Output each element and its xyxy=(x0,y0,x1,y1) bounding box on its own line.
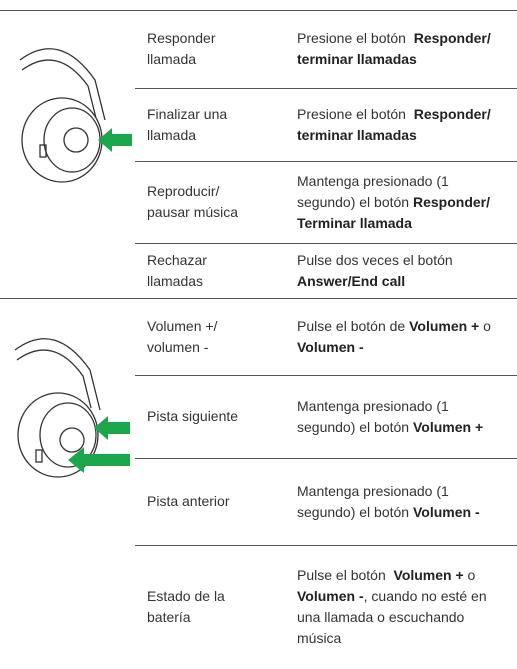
action-text: Reproducir/ xyxy=(147,183,220,199)
divider xyxy=(135,88,517,89)
description-line: Pulse el botón de Volumen + o xyxy=(297,316,512,337)
description-line: música xyxy=(297,628,512,649)
action-text: Estado de la xyxy=(147,588,225,604)
description-cell: Mantenga presionado (1 segundo) el botón … xyxy=(297,161,512,243)
description-line: Answer/End call xyxy=(297,271,512,292)
description-line: Pulse el botón Volumen + o xyxy=(297,565,512,586)
description-text: o xyxy=(463,567,476,583)
description-line: Volumen -, cuando no esté en xyxy=(297,586,512,607)
description-text: Presione el botón xyxy=(297,30,414,46)
action-cell: Pista siguiente xyxy=(147,375,287,458)
action-text: llamadas xyxy=(147,272,204,289)
illustrations xyxy=(14,48,132,478)
description-line: Volumen - xyxy=(297,337,512,358)
action-text: pausar música xyxy=(147,204,239,220)
description-text: terminar llamadas xyxy=(297,51,417,67)
description-line: segundo) el botón Volumen - xyxy=(297,502,512,523)
description-text: Responder/ xyxy=(413,30,491,46)
action-cell: Finalizar una llamada xyxy=(147,88,287,161)
description-text: Volumen - xyxy=(412,503,480,520)
description-text: segundo) el botón xyxy=(297,193,413,210)
description-text: Responder/ xyxy=(412,193,490,210)
description-text: música xyxy=(297,630,342,646)
description-text: terminar llamadas xyxy=(297,126,417,143)
description-text: Volumen + xyxy=(409,317,480,334)
description-cell: Presione el botón Responder/terminar lla… xyxy=(297,88,512,161)
description-line: terminar llamadas xyxy=(297,125,512,146)
description-text: Terminar llamada xyxy=(297,214,412,231)
divider xyxy=(135,458,517,459)
description-line: Mantenga presionado (1 xyxy=(297,396,512,417)
description-cell: Mantenga presionado (1 segundo) el botón … xyxy=(297,375,512,458)
description-line: Terminar llamada xyxy=(297,213,512,234)
divider xyxy=(135,243,517,244)
description-text: Volumen - xyxy=(297,338,364,355)
description-line: segundo) el botón Volumen + xyxy=(297,417,512,438)
action-text: Volumen +/ xyxy=(147,317,218,334)
action-cell: Reproducir/pausar música xyxy=(147,161,287,243)
description-cell: Pulse el botón Volumen + o Volumen -, cua… xyxy=(297,545,512,669)
arrow xyxy=(94,416,130,440)
description-text: Mantenga presionado (1 xyxy=(297,482,449,499)
divider xyxy=(135,161,517,162)
action-text: Pista anterior xyxy=(147,493,230,509)
description-text: Pulse dos veces el botón xyxy=(297,251,453,268)
action-text: llamada xyxy=(147,51,197,67)
description-text: Volumen + xyxy=(412,418,484,435)
description-cell: Presione el botón Responder/terminar lla… xyxy=(297,10,512,88)
description-text: Presione el botón xyxy=(297,105,414,122)
divider xyxy=(135,375,517,376)
description-text: Mantenga presionado (1 xyxy=(297,172,449,189)
description-text: Pulse el botón xyxy=(297,567,394,583)
action-text: Responder xyxy=(147,30,216,46)
description-line: Presione el botón Responder/ xyxy=(297,104,512,125)
description-line: terminar llamadas xyxy=(297,49,512,70)
arrow xyxy=(68,447,130,473)
description-cell: Pulse el botón de Volumen + o Volumen - xyxy=(297,298,512,375)
description-text: segundo) el botón xyxy=(297,503,413,520)
arrow xyxy=(98,128,132,152)
action-text: llamada xyxy=(147,126,197,143)
description-line: una llamada o escuchando xyxy=(297,607,512,628)
action-cell: Responder llamada xyxy=(147,10,287,88)
description-text: Volumen + xyxy=(393,567,464,583)
description-text: o xyxy=(479,317,491,334)
description-text: Volumen - xyxy=(297,588,364,604)
description-text: Answer/End call xyxy=(297,272,406,289)
description-line: segundo) el botón Responder/ xyxy=(297,192,512,213)
divider xyxy=(0,298,517,299)
description-line: Mantenga presionado (1 xyxy=(297,171,512,192)
description-text: una llamada o escuchando xyxy=(297,609,465,625)
action-text: volumen - xyxy=(147,338,209,355)
headset-illustration xyxy=(19,48,106,183)
description-text: Mantenga presionado (1 xyxy=(297,397,449,414)
description-cell: Mantenga presionado (1 segundo) el botón … xyxy=(297,458,512,545)
action-text: Finalizar una xyxy=(147,105,228,122)
description-text: segundo) el botón xyxy=(297,418,413,435)
description-text: Responder/ xyxy=(413,105,491,122)
description-text: Pulse el botón de xyxy=(297,317,410,334)
action-text: Pista siguiente xyxy=(147,408,239,424)
action-cell: Volumen +/ volumen - xyxy=(147,298,287,375)
description-cell: Pulse dos veces el botón Answer/End call xyxy=(297,243,512,298)
action-cell: Rechazar llamadas xyxy=(147,243,287,298)
divider xyxy=(0,10,517,11)
action-cell: Pista anterior xyxy=(147,458,287,545)
divider xyxy=(135,545,517,546)
description-line: Mantenga presionado (1 xyxy=(297,481,512,502)
action-cell: Estado de la batería xyxy=(147,545,287,669)
description-text: , cuando no esté en xyxy=(363,588,487,604)
action-text: batería xyxy=(147,609,191,625)
description-line: Pulse dos veces el botón xyxy=(297,250,512,271)
description-line: Presione el botón Responder/ xyxy=(297,28,512,49)
action-text: Rechazar xyxy=(147,251,207,268)
